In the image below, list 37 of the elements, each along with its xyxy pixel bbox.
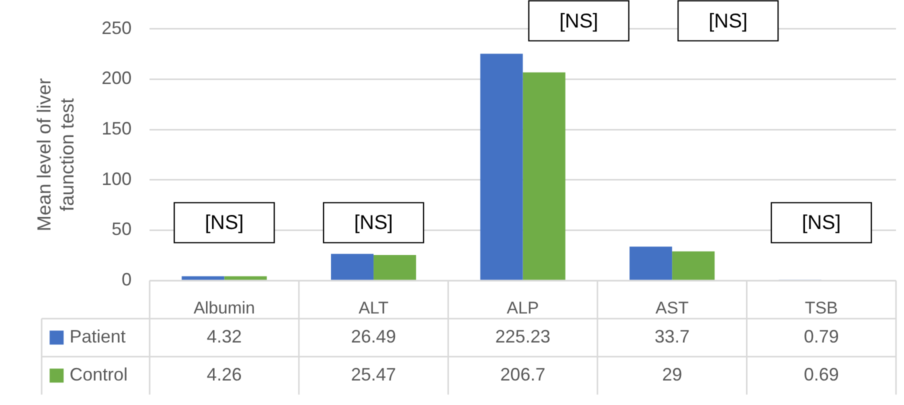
data-label: 29	[662, 364, 682, 385]
legend-label: Patient	[70, 326, 126, 347]
data-label: 33.7	[654, 326, 690, 347]
y-tick-label: 0	[122, 270, 132, 290]
y-tick-label: 50	[112, 219, 132, 240]
annotation: [NS]	[708, 10, 748, 32]
data-label: 0.79	[804, 326, 839, 347]
x-tick-label: TSB	[804, 298, 838, 318]
annotation: [NS]	[802, 212, 841, 234]
data-label: 206.7	[500, 364, 546, 385]
data-label: 225.23	[495, 326, 550, 347]
y-tick-label: 200	[102, 68, 132, 88]
data-label: 25.47	[351, 364, 396, 385]
data-label: 4.32	[206, 326, 242, 347]
data-label: 4.26	[206, 364, 242, 385]
bar	[374, 254, 416, 280]
bar	[522, 72, 566, 280]
annotation: [NS]	[354, 212, 393, 234]
bar	[224, 276, 267, 280]
y-tick-label: 250	[102, 18, 132, 38]
y-axis-title: Mean level of liver faunction test	[34, 77, 78, 232]
x-tick-label: Albumin	[194, 298, 255, 318]
data-label: 0.69	[804, 364, 839, 385]
bar	[480, 54, 523, 280]
y-tick-label: 150	[102, 118, 132, 138]
bar	[630, 246, 672, 280]
y-tick-label: 100	[102, 168, 132, 189]
bar	[672, 251, 715, 280]
x-tick-label: ALP	[506, 298, 539, 318]
legend-label: Control	[70, 364, 128, 385]
x-tick-label: ALT	[358, 298, 389, 318]
bar	[331, 254, 374, 280]
x-tick-label: AST	[656, 298, 689, 318]
data-label: 26.49	[351, 326, 396, 347]
annotation: [NS]	[204, 212, 244, 234]
bar	[182, 276, 224, 280]
annotation: [NS]	[559, 10, 598, 32]
